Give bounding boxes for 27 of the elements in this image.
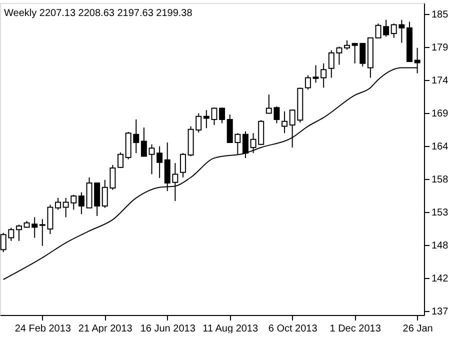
candlestick <box>219 107 226 124</box>
chart-title: Weekly 2207.13 2208.63 2197.63 2199.38 <box>4 8 193 19</box>
candlestick <box>282 110 288 134</box>
y-tick-label: 142 <box>432 273 449 284</box>
candlestick <box>118 152 124 169</box>
y-tick-label: 148 <box>432 240 449 252</box>
candlestick <box>55 197 62 210</box>
y-tick-label: 153 <box>432 207 449 218</box>
x-tick-label: 26 Jan <box>402 324 433 334</box>
candlestick <box>242 130 248 159</box>
y-tick-label: 137 <box>432 306 449 318</box>
x-tick-label: 1 Dec 2013 <box>330 324 382 334</box>
x-tick-label: 6 Oct 2013 <box>268 324 318 334</box>
y-tick-label: 169 <box>432 108 449 120</box>
y-tick-label: 164 <box>432 141 449 152</box>
candlestick <box>78 192 84 215</box>
candlestick <box>344 40 350 50</box>
candlestick <box>16 224 22 242</box>
y-tick-label: 185 <box>432 9 449 20</box>
y-tick-label: 158 <box>432 174 449 186</box>
candlestick <box>156 146 163 178</box>
candlestick <box>304 74 311 90</box>
y-tick-label: 174 <box>432 75 449 86</box>
candlestick <box>180 152 186 178</box>
x-tick-label: 16 Jun 2013 <box>140 324 196 334</box>
x-tick-label: 24 Feb 2013 <box>14 324 72 334</box>
y-tick-label: 179 <box>432 42 449 54</box>
